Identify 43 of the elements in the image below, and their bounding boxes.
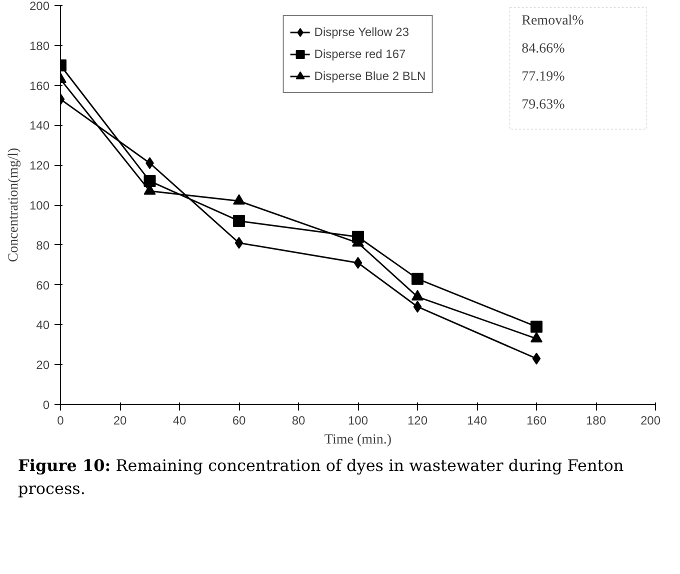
x-tick-label: 40	[172, 414, 186, 428]
point	[234, 236, 244, 249]
y-tick-label: 200	[29, 0, 50, 13]
point	[530, 332, 542, 342]
x-axis-title: Time (min.)	[324, 432, 392, 448]
y-tick-label: 100	[29, 198, 50, 212]
legend-label: Disprse Yellow 23	[314, 25, 410, 39]
annotation: 77.19%	[522, 69, 566, 84]
point	[354, 256, 362, 269]
point	[233, 194, 245, 205]
x-tick-label: 100	[348, 414, 368, 428]
annotation: 79.63%	[522, 97, 566, 112]
point	[144, 175, 156, 188]
y-tick-label: 80	[36, 238, 50, 252]
y-tick-label: 140	[29, 118, 50, 133]
legend-label: Disperse red 167	[314, 47, 406, 61]
y-tick-label: 120	[29, 158, 50, 173]
x-tick-label: 80	[292, 414, 306, 428]
x-tick-label: 20	[113, 414, 127, 428]
x-tick-label: 160	[526, 414, 547, 428]
y-tick-label: 20	[36, 358, 50, 372]
y-axis-title: Concentration(mg/l)	[6, 148, 22, 262]
x-tick-label: 200	[640, 414, 661, 428]
annotation: Removal%	[522, 13, 584, 28]
text: Figure 10: Remaining concentration of dyes in wastewater during Fenton process.	[18, 456, 624, 498]
point	[530, 320, 542, 333]
y-tick-label: 0	[42, 398, 50, 412]
point	[532, 352, 541, 365]
legend-label: Disperse Blue 2 BLN	[314, 69, 426, 83]
point	[412, 290, 424, 300]
point	[233, 214, 245, 227]
y-tick-label: 180	[29, 38, 50, 53]
point	[412, 272, 424, 285]
x-tick-label: 180	[586, 414, 606, 428]
x-tick-label: 0	[57, 414, 64, 428]
point	[413, 300, 422, 313]
x-tick-label: 120	[407, 414, 428, 428]
y-tick-label: 40	[36, 318, 50, 332]
y-tick-label: 60	[36, 278, 50, 292]
annotation: 84.66%	[522, 41, 566, 56]
x-tick-label: 140	[466, 414, 488, 428]
y-tick-label: 160	[29, 78, 50, 93]
x-tick-label: 60	[232, 414, 246, 428]
